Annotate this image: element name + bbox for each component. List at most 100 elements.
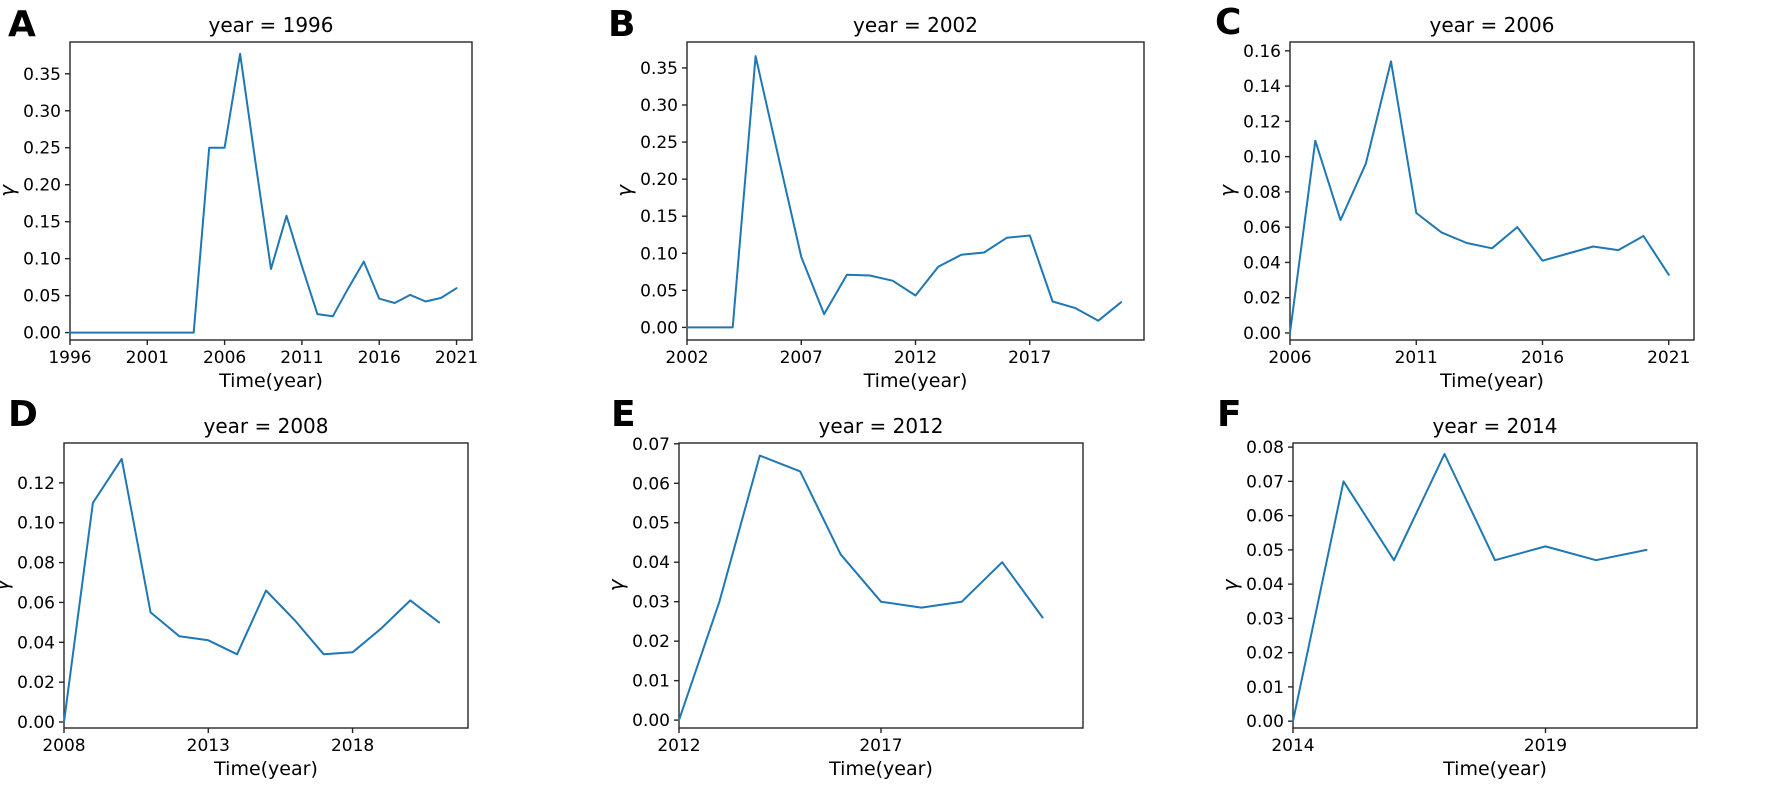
- y-tick-label: 0.10: [640, 244, 678, 264]
- x-axis-label: Time(year): [863, 370, 968, 392]
- y-tick-label: 0.00: [632, 711, 670, 731]
- subplot-title: year = 2014: [1433, 414, 1558, 438]
- y-tick-label: 0.08: [1246, 438, 1284, 458]
- y-tick-label: 0.02: [632, 632, 670, 652]
- data-line: [678, 454, 1044, 722]
- y-tick-label: 0.03: [632, 593, 670, 613]
- x-axis-label: Time(year): [213, 758, 318, 780]
- plot-border: [1289, 41, 1695, 341]
- y-tick-label: 0.04: [1246, 575, 1284, 595]
- y-tick-label: 0.00: [640, 318, 678, 338]
- data-line: [686, 55, 1123, 329]
- y-tick-label: 0.07: [1246, 472, 1284, 492]
- y-tick-label: 0.05: [640, 281, 678, 301]
- x-tick-label: 2011: [1395, 348, 1438, 368]
- x-tick-label: 2013: [187, 736, 230, 756]
- y-axis-label-gamma: γ: [1215, 184, 1239, 197]
- subplot-title: year = 2012: [819, 414, 944, 438]
- y-tick-label: 0.01: [632, 672, 670, 692]
- y-tick-label: 0.00: [1243, 324, 1281, 344]
- y-tick-label: 0.00: [23, 324, 61, 344]
- y-tick-label: 0.02: [17, 673, 55, 693]
- subplot-title: year = 2008: [204, 414, 329, 438]
- plot-border: [1292, 442, 1698, 729]
- x-axis-label: Time(year): [1439, 370, 1544, 392]
- x-tick-label: 2017: [1008, 348, 1051, 368]
- y-tick-label: 0.35: [23, 65, 61, 85]
- x-tick-label: 2006: [1268, 348, 1311, 368]
- subplot-title: year = 1996: [209, 13, 334, 37]
- y-tick-label: 0.12: [17, 474, 55, 494]
- y-tick-label: 0.10: [1243, 148, 1281, 168]
- x-tick-label: 2006: [203, 348, 246, 368]
- y-tick-label: 0.12: [1243, 112, 1281, 132]
- x-tick-label: 2002: [665, 348, 708, 368]
- subplot-title: year = 2002: [853, 13, 978, 37]
- y-tick-label: 0.10: [17, 514, 55, 534]
- y-tick-label: 0.02: [1243, 289, 1281, 309]
- y-tick-label: 0.35: [640, 59, 678, 79]
- x-tick-label: 2014: [1271, 736, 1314, 756]
- panel-letter-A: A: [8, 4, 36, 45]
- x-tick-label: 1996: [48, 348, 91, 368]
- panel-letter-C: C: [1215, 2, 1241, 43]
- y-tick-label: 0.20: [23, 176, 61, 196]
- y-tick-label: 0.06: [1246, 507, 1284, 527]
- y-tick-label: 0.03: [1246, 609, 1284, 629]
- y-tick-label: 0.04: [632, 553, 670, 573]
- y-tick-label: 0.15: [23, 213, 61, 233]
- y-tick-label: 0.08: [1243, 183, 1281, 203]
- x-axis-label: Time(year): [828, 758, 933, 780]
- x-axis-label: Time(year): [218, 370, 323, 392]
- y-tick-label: 0.14: [1243, 77, 1281, 97]
- y-tick-label: 0.05: [632, 514, 670, 534]
- panel-letter-D: D: [8, 398, 38, 435]
- x-tick-label: 2016: [1521, 348, 1564, 368]
- y-tick-label: 0.04: [17, 633, 55, 653]
- y-tick-label: 0.25: [640, 133, 678, 153]
- x-tick-label: 2007: [780, 348, 823, 368]
- x-tick-label: 2012: [657, 736, 700, 756]
- y-tick-label: 0.00: [17, 713, 55, 733]
- y-tick-label: 0.30: [23, 102, 61, 122]
- data-line: [1289, 60, 1670, 334]
- plot-border: [63, 442, 469, 729]
- plot-border: [69, 41, 473, 341]
- x-tick-label: 2021: [1647, 348, 1690, 368]
- x-tick-label: 2008: [42, 736, 85, 756]
- y-tick-label: 0.06: [17, 593, 55, 613]
- y-tick-label: 0.05: [23, 287, 61, 307]
- data-line: [1292, 453, 1648, 723]
- data-line: [63, 457, 441, 723]
- y-tick-label: 0.04: [1243, 253, 1281, 273]
- y-axis-label-gamma: γ: [0, 578, 13, 591]
- panel-letter-F: F: [1217, 398, 1242, 435]
- y-tick-label: 0.02: [1246, 644, 1284, 664]
- x-axis-label: Time(year): [1442, 758, 1547, 780]
- y-tick-label: 0.06: [1243, 218, 1281, 238]
- y-tick-label: 0.06: [632, 474, 670, 494]
- y-tick-label: 0.25: [23, 139, 61, 159]
- x-tick-label: 2011: [280, 348, 323, 368]
- y-tick-label: 0.16: [1243, 42, 1281, 62]
- y-tick-label: 0.05: [1246, 541, 1284, 561]
- y-axis-label-gamma: γ: [604, 578, 628, 591]
- x-tick-label: 2012: [894, 348, 937, 368]
- y-tick-label: 0.00: [1246, 712, 1284, 732]
- y-tick-label: 0.15: [640, 207, 678, 227]
- y-axis-label-gamma: γ: [0, 184, 19, 197]
- y-tick-label: 0.10: [23, 250, 61, 270]
- data-line: [69, 52, 458, 334]
- x-tick-label: 2017: [859, 736, 902, 756]
- y-axis-label-gamma: γ: [612, 184, 636, 197]
- y-tick-label: 0.08: [17, 554, 55, 574]
- y-tick-label: 0.30: [640, 96, 678, 116]
- x-tick-label: 2021: [435, 348, 478, 368]
- x-tick-label: 2018: [331, 736, 374, 756]
- y-tick-label: 0.20: [640, 170, 678, 190]
